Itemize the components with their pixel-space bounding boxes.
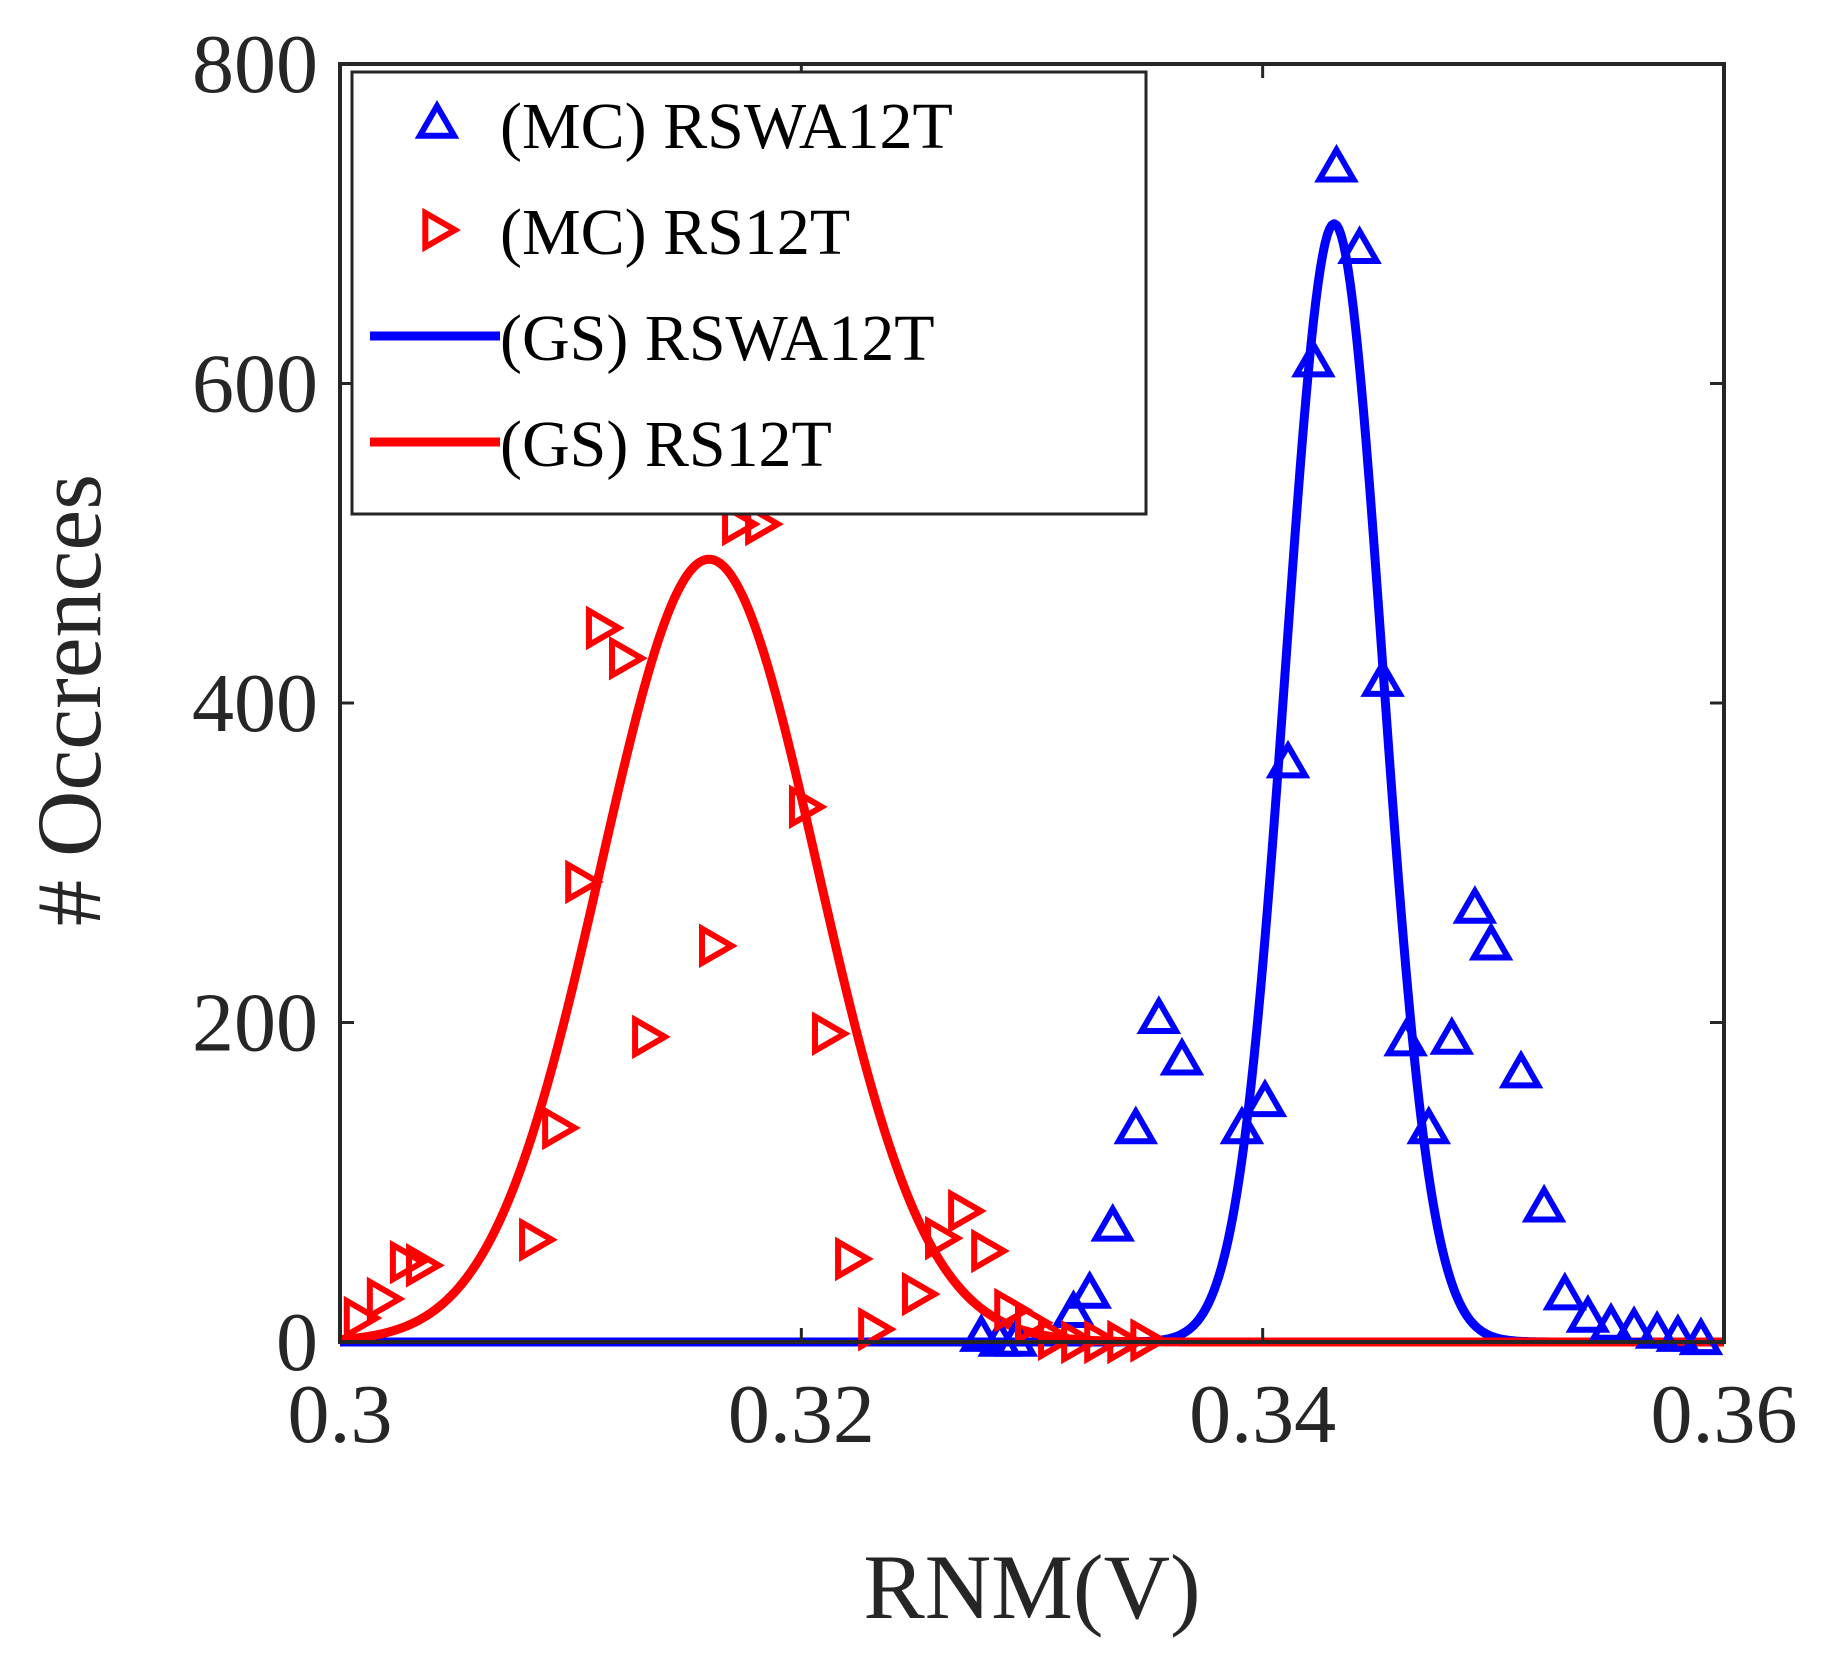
y-tick-label: 200 <box>192 977 318 1070</box>
mc-triangle-up-marker <box>1242 1078 1288 1118</box>
mc-triangle-right-marker <box>698 923 738 969</box>
mc-triangle-right-marker <box>542 1105 581 1151</box>
mc-triangle-up-marker <box>1406 1105 1452 1145</box>
mc-triangle-up-marker <box>1588 1302 1634 1341</box>
legend-label: (MC) RS12T <box>500 196 850 269</box>
legend-label: (GS) RSWA12T <box>500 302 935 375</box>
x-tick-label: 0.3 <box>288 1368 393 1461</box>
mc-triangle-up-marker <box>1655 1313 1701 1352</box>
mc-triangle-up-marker <box>1565 1294 1611 1333</box>
mc-triangle-right-marker <box>609 635 648 681</box>
mc-triangle-up-marker <box>1429 1016 1475 1055</box>
mc-triangle-up-marker <box>1136 995 1182 1035</box>
mc-triangle-up-marker <box>958 1313 1004 1352</box>
y-tick-label: 0 <box>276 1296 318 1389</box>
y-tick-label: 600 <box>192 338 318 431</box>
mc-triangle-right-marker <box>585 605 625 651</box>
mc-triangle-right-marker <box>835 1236 874 1282</box>
tick-layer: 0.3 0.32 0.34 0.36 0 200 400 600 800 <box>192 18 1798 1461</box>
mc-triangle-right-marker <box>366 1276 406 1322</box>
mc-triangle-right-marker <box>925 1215 964 1261</box>
mc-triangle-right-marker <box>632 1014 671 1060</box>
mc-triangle-right-marker <box>745 501 784 547</box>
legend-label: (MC) RSWA12T <box>500 90 953 163</box>
mc-triangle-up-marker <box>1265 739 1311 779</box>
mc-triangle-right-marker <box>901 1271 941 1317</box>
mc-triangle-right-marker <box>994 1287 1033 1333</box>
mc-triangle-right-marker <box>1014 1300 1054 1346</box>
legend-marker-icon <box>414 99 460 139</box>
mc-triangle-up-marker <box>1498 1049 1544 1089</box>
mc-triangle-up-marker <box>1051 1289 1096 1328</box>
x-tick-label: 0.32 <box>728 1368 875 1461</box>
mc-triangle-up-marker <box>1468 921 1514 961</box>
mc-triangle-right-marker <box>406 1243 445 1288</box>
legend: (MC) RSWA12T (MC) RS12T (GS) RSWA12T (GS) R… <box>350 70 1148 516</box>
mc-triangle-right-marker <box>1038 1316 1077 1362</box>
mc-triangle-right-marker <box>971 1228 1010 1274</box>
mc-triangle-up-marker <box>1521 1183 1567 1223</box>
mc-triangle-right-marker <box>788 784 828 830</box>
mc-triangle-right-marker <box>948 1188 987 1234</box>
mc-triangle-up-marker <box>1159 1036 1205 1076</box>
mc-triangle-up-marker <box>1219 1105 1265 1145</box>
mc-triangle-right-marker <box>722 501 761 547</box>
mc-triangle-up-marker <box>1337 225 1382 265</box>
mc-triangle-up-marker <box>1634 1309 1680 1349</box>
mc-triangle-up-marker <box>1067 1270 1112 1309</box>
legend-marker-icon <box>422 207 462 253</box>
y-tick-label: 400 <box>192 657 318 750</box>
x-tick-label: 0.36 <box>1651 1368 1798 1461</box>
mc-triangle-up-marker <box>1291 338 1336 378</box>
mc-triangle-right-marker <box>565 859 604 905</box>
legend-label: (GS) RS12T <box>500 408 832 481</box>
x-tick-label: 0.34 <box>1189 1368 1336 1461</box>
y-axis-label: # Occrences <box>18 474 120 926</box>
x-axis-label: RNM(V) <box>863 1536 1200 1638</box>
mc-triangle-up-marker <box>1383 1017 1428 1057</box>
mc-triangle-up-marker <box>1360 658 1405 697</box>
mc-triangle-right-marker <box>858 1306 897 1352</box>
mc-triangle-up-marker <box>1678 1316 1724 1356</box>
mc-triangle-up-marker <box>1314 143 1359 183</box>
mc-triangle-up-marker <box>1452 885 1498 924</box>
mc-triangle-up-marker <box>1113 1105 1159 1145</box>
mc-triangle-right-marker <box>812 1011 851 1056</box>
mc-triangle-right-marker <box>519 1217 558 1263</box>
mc-triangle-up-marker <box>1542 1271 1588 1311</box>
mc-triangle-right-marker <box>343 1295 383 1341</box>
y-tick-label: 800 <box>192 18 318 111</box>
mc-triangle-up-marker <box>1090 1202 1136 1242</box>
